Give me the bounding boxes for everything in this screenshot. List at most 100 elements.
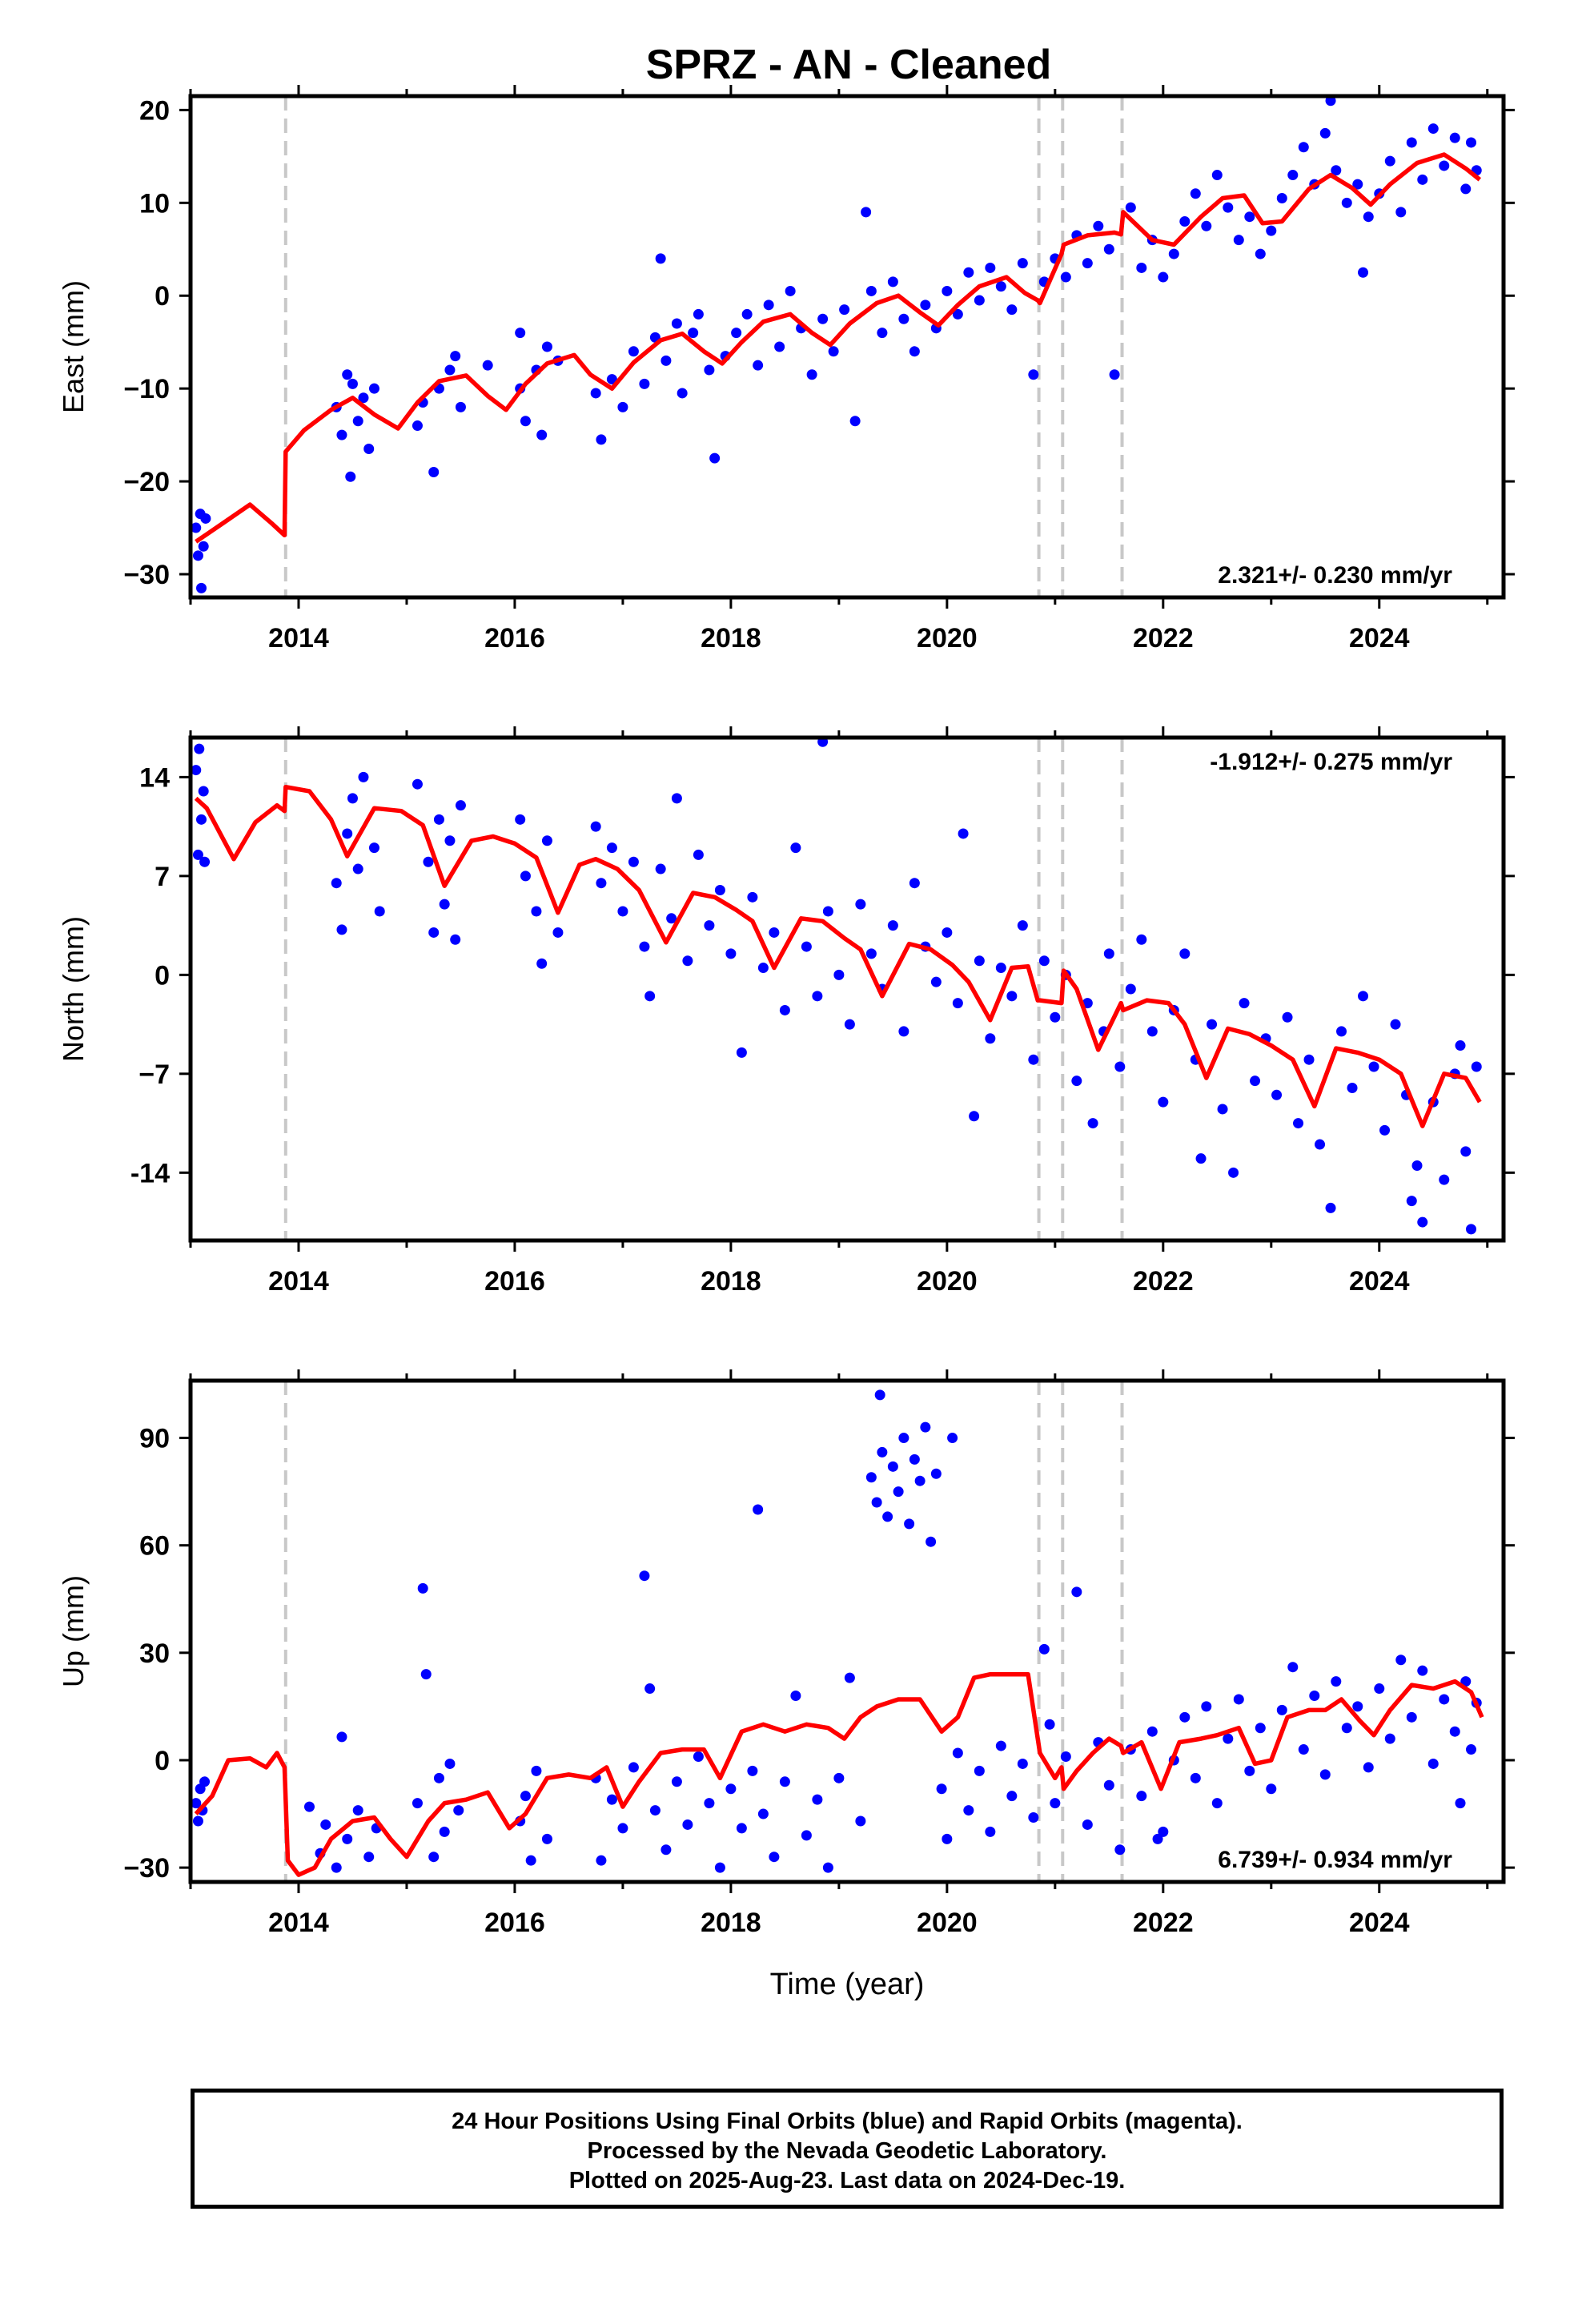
- data-point: [661, 355, 672, 366]
- model-line-east: [195, 152, 1482, 544]
- data-point: [1358, 991, 1369, 1002]
- y-tick-label: 20: [139, 95, 170, 126]
- data-point: [520, 1791, 531, 1802]
- data-point: [412, 778, 423, 790]
- data-point: [1028, 369, 1039, 380]
- data-point: [433, 1772, 444, 1783]
- data-point: [331, 878, 342, 889]
- data-point: [644, 991, 656, 1002]
- data-point: [790, 1690, 801, 1701]
- data-point: [606, 374, 617, 385]
- data-point: [368, 383, 379, 394]
- data-point: [644, 1683, 656, 1695]
- data-point: [806, 369, 817, 380]
- y-tick-label: 90: [139, 1424, 170, 1454]
- data-point: [693, 1751, 704, 1762]
- data-point: [1006, 304, 1018, 316]
- panel-frame: [188, 94, 1506, 600]
- data-point: [1319, 1769, 1331, 1780]
- data-point: [1417, 1216, 1428, 1228]
- data-point: [596, 434, 607, 445]
- data-point: [1466, 1744, 1477, 1755]
- data-point: [1050, 1011, 1061, 1023]
- data-point: [1125, 202, 1136, 213]
- data-point: [1201, 1701, 1212, 1712]
- data-point: [677, 388, 688, 399]
- data-point: [963, 267, 974, 278]
- data-point: [920, 300, 931, 311]
- data-point: [482, 360, 493, 371]
- data-point: [541, 1833, 552, 1844]
- data-point: [763, 300, 774, 311]
- data-point: [682, 955, 693, 967]
- y-tick-label: -14: [130, 1158, 170, 1188]
- y-tick-label: −30: [123, 1853, 170, 1884]
- x-tick-label: 2016: [484, 1266, 545, 1297]
- data-point: [1017, 1758, 1028, 1769]
- data-point: [423, 856, 434, 867]
- data-point: [352, 863, 363, 875]
- data-point: [1427, 123, 1439, 135]
- data-point: [1060, 1751, 1071, 1762]
- y-tick-label: 10: [139, 188, 170, 219]
- data-point: [1017, 258, 1028, 269]
- data-point: [1168, 248, 1179, 259]
- data-point: [817, 738, 829, 747]
- data-point: [1082, 1819, 1093, 1830]
- x-tick-label: 2020: [917, 623, 978, 653]
- data-point: [874, 1389, 885, 1401]
- data-point: [444, 1758, 456, 1769]
- data-point: [704, 1798, 715, 1809]
- x-axis-label: Time (year): [770, 1968, 925, 2001]
- data-point: [336, 429, 347, 440]
- data-point: [428, 927, 440, 938]
- data-point: [801, 1830, 812, 1841]
- y-tick-label: 0: [155, 1746, 170, 1776]
- x-tick-label: 2022: [1133, 623, 1194, 653]
- data-point: [671, 793, 682, 804]
- velocity-annotation: 2.321+/- 0.230 mm/yr: [1218, 562, 1452, 589]
- data-point: [1017, 920, 1028, 931]
- data-point: [812, 1794, 823, 1805]
- x-tick-label: 2024: [1349, 1266, 1410, 1297]
- data-point: [1255, 248, 1266, 259]
- data-point: [450, 351, 461, 362]
- data-point: [358, 771, 369, 782]
- data-point: [671, 1776, 682, 1787]
- data-point: [774, 341, 785, 352]
- data-point: [1223, 202, 1234, 213]
- data-point: [1152, 1833, 1163, 1844]
- data-point: [833, 969, 845, 980]
- data-point: [947, 1433, 958, 1444]
- data-point: [417, 1582, 428, 1594]
- data-point: [639, 941, 650, 952]
- y-axis-label: Up (mm): [57, 1575, 90, 1687]
- data-point: [1217, 1104, 1228, 1115]
- data-point: [1087, 1118, 1098, 1129]
- data-point: [1406, 1196, 1417, 1207]
- data-point: [199, 856, 211, 867]
- data-point: [693, 308, 704, 320]
- data-point: [531, 1765, 542, 1776]
- x-tick-label: 2018: [701, 623, 761, 653]
- data-point: [1207, 1019, 1218, 1030]
- data-point: [412, 420, 423, 432]
- data-point: [1427, 1758, 1439, 1769]
- data-point: [590, 388, 601, 399]
- data-point: [1136, 934, 1147, 945]
- velocity-annotation: -1.912+/- 0.275 mm/yr: [1210, 749, 1452, 775]
- data-point: [1395, 1655, 1407, 1666]
- data-point: [1276, 1704, 1287, 1715]
- data-point: [1460, 1146, 1472, 1157]
- data-point: [1293, 1118, 1304, 1129]
- data-point: [779, 1004, 790, 1015]
- data-point: [1417, 1665, 1428, 1676]
- data-point: [1228, 1167, 1239, 1178]
- data-point: [930, 1468, 942, 1479]
- data-point: [336, 924, 347, 935]
- data-point: [1282, 1011, 1293, 1023]
- points-up: [191, 1389, 1482, 1873]
- data-point: [199, 1776, 211, 1787]
- data-point: [849, 416, 861, 427]
